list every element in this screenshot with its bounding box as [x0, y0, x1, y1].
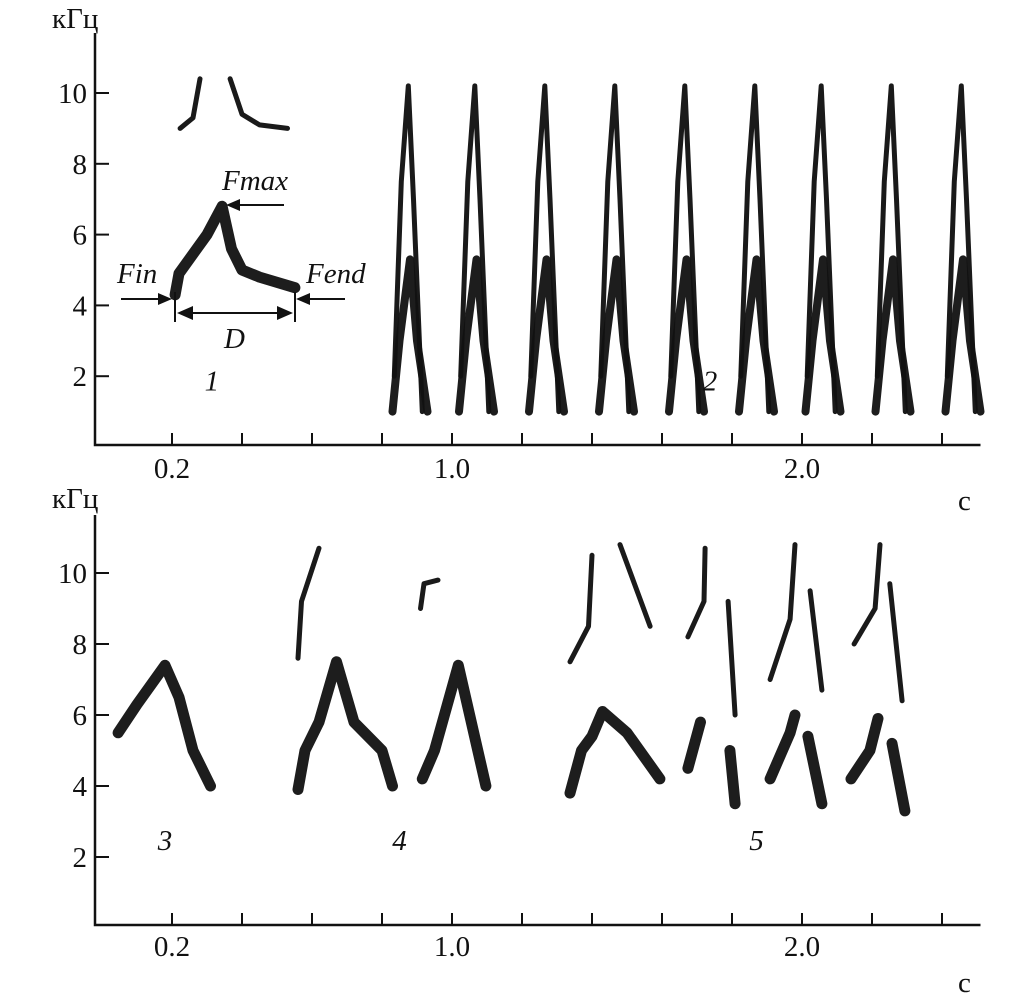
syllable-5-fundamental	[886, 737, 911, 817]
syllable-5-harmonic	[851, 542, 883, 647]
y-tick-label: 6	[73, 700, 88, 732]
series-2-unit-lower	[525, 255, 568, 416]
syllable-label-3: 3	[157, 825, 173, 857]
fmax-label: Fmax	[221, 165, 288, 197]
axes	[93, 33, 981, 447]
series-2-unit-upper	[738, 83, 772, 415]
syllable-label-4: 4	[392, 825, 407, 857]
syllable-5-fundamental	[724, 745, 741, 810]
series-2-unit-lower	[595, 255, 638, 416]
syllable-5-fundamental	[682, 716, 706, 774]
syllable-1-harmonic	[227, 76, 290, 131]
syllable-5-harmonic	[685, 545, 708, 640]
y-tick-label: 8	[73, 149, 88, 181]
syllable-5-harmonic	[807, 588, 825, 693]
top-panel: кГц с Fmax Fin Fend D 2 4 6 8 10 0.2 1.0 2.0 1 2	[52, 3, 985, 517]
series-2-unit-lower	[388, 255, 432, 416]
series-2-unit-lower	[665, 255, 708, 416]
syllable-1-fundamental	[169, 200, 301, 301]
series-2-unit-upper	[668, 83, 702, 415]
measurement-annotations: Fmax Fin Fend D	[116, 165, 366, 355]
x-tick-label: 1.0	[434, 931, 470, 963]
syllable-4-harmonic	[295, 545, 322, 661]
y-tick-label: 2	[73, 361, 88, 393]
syllable-1-harmonic	[177, 76, 203, 131]
syllable-3-fundamental	[112, 659, 216, 792]
fmax-arrowhead	[226, 199, 240, 211]
x-tick-label: 0.2	[154, 931, 190, 963]
y-tick-label: 2	[73, 842, 88, 874]
syllable-label-5: 5	[749, 825, 764, 857]
series-2-unit-upper	[391, 83, 425, 415]
syllable-5-harmonic	[617, 542, 653, 629]
fin-arrowhead	[158, 293, 172, 305]
x-tick-label: 0.2	[154, 453, 190, 485]
series-2-unit-lower	[735, 255, 778, 416]
series-2-unit-upper	[528, 83, 562, 415]
series-2-unit-lower	[455, 255, 498, 416]
series-2-unit-upper	[458, 83, 492, 415]
y-tick-label: 8	[73, 629, 88, 661]
y-axis-unit-label: кГц	[52, 483, 98, 515]
bottom-panel: кГц с 2 4 6 8 10 0.2 1.0 2.0 3 4 5	[52, 483, 981, 999]
duration-label: D	[223, 323, 245, 355]
syllable-label-1: 1	[205, 365, 220, 397]
syllable-5-harmonic	[887, 581, 905, 704]
syllable-5-harmonic	[567, 552, 595, 665]
y-tick-label: 4	[73, 290, 88, 322]
syllable-5-fundamental	[564, 706, 666, 799]
y-tick-label: 4	[73, 771, 88, 803]
x-axis-unit-label: с	[958, 967, 971, 999]
syllable-4-fundamental	[416, 659, 492, 792]
fend-arrowhead	[296, 293, 310, 305]
duration-arrowhead-right	[277, 306, 293, 320]
syllable-5-harmonic	[725, 598, 738, 718]
syllable-4-fundamental	[292, 656, 398, 795]
y-axis-unit-label: кГц	[52, 3, 98, 35]
duration-arrowhead-left	[177, 306, 193, 320]
syllable-4-harmonic	[418, 577, 441, 611]
axes	[93, 515, 981, 927]
series-2-unit-upper	[944, 83, 978, 415]
syllable-5-fundamental	[764, 709, 801, 785]
x-tick-label: 2.0	[784, 453, 820, 485]
series-2-unit-lower	[941, 255, 985, 416]
x-tick-label: 2.0	[784, 931, 820, 963]
syllable-5-harmonic	[767, 542, 798, 682]
x-axis-unit-label: с	[958, 485, 971, 517]
series-2-unit-lower	[871, 255, 915, 416]
syllable-label-2: 2	[703, 365, 718, 397]
x-tick-label: 1.0	[434, 453, 470, 485]
series-2-unit-upper	[804, 83, 838, 415]
syllable-5-fundamental	[845, 713, 884, 785]
series-2-unit-lower	[801, 255, 845, 416]
fin-label: Fin	[116, 258, 157, 290]
syllable-5-fundamental	[802, 730, 828, 810]
y-tick-label: 6	[73, 220, 88, 252]
series-2-unit-upper	[874, 83, 908, 415]
y-tick-label: 10	[58, 78, 87, 110]
fend-label: Fend	[305, 258, 366, 290]
series-2-unit-upper	[598, 83, 632, 415]
y-tick-label: 10	[58, 558, 87, 590]
